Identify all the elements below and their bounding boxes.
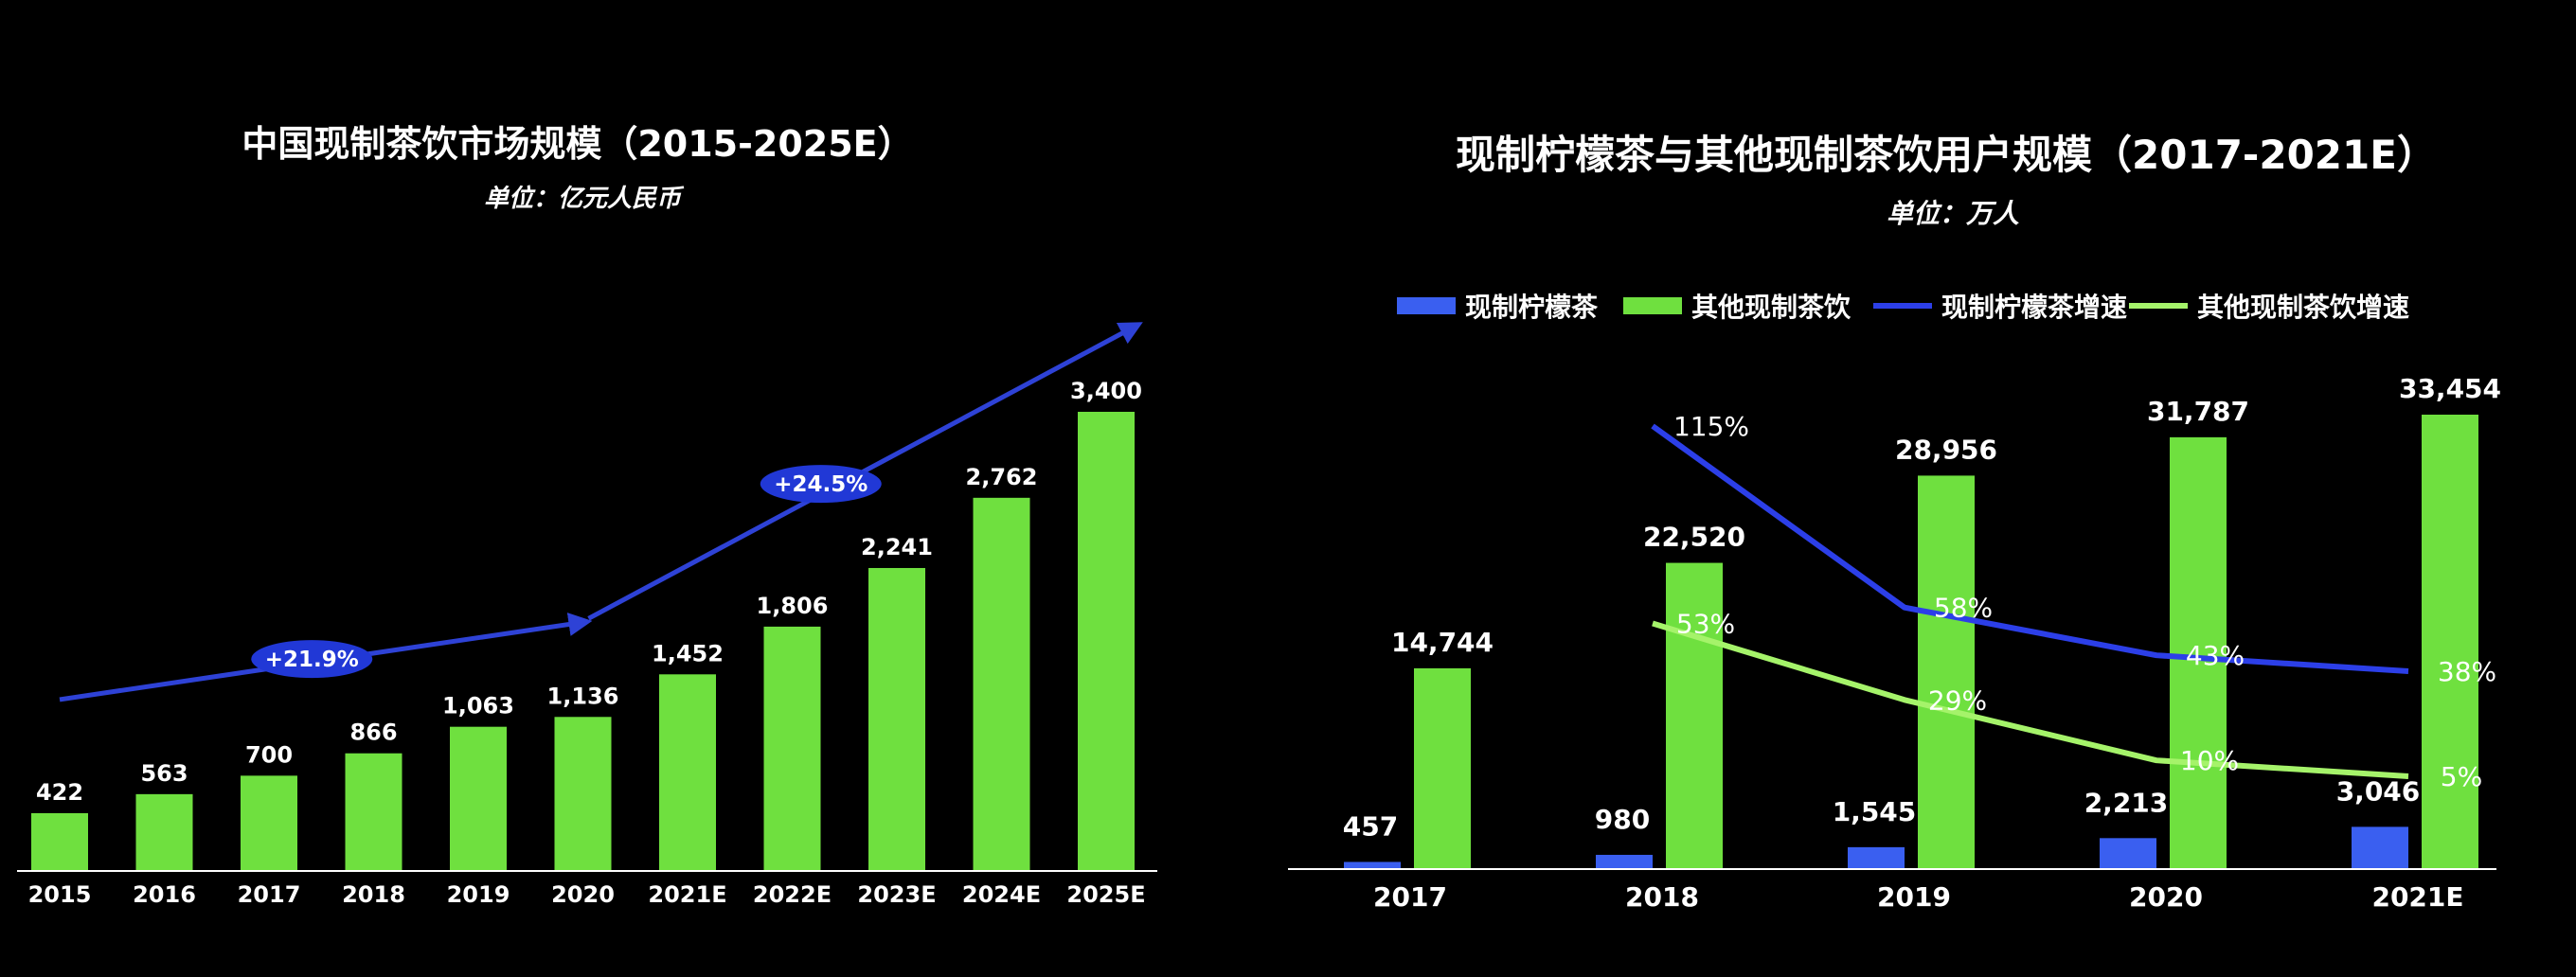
other-tea-label-2021E: 33,454 <box>2399 373 2501 404</box>
lemon-tea-growth-line-label-2018: 115% <box>1673 411 1749 442</box>
x-tick-2015: 2015 <box>28 881 92 908</box>
bar-2019 <box>450 726 507 870</box>
bar-2018 <box>345 753 402 870</box>
bar-label-2025E: 3,400 <box>1070 378 1142 404</box>
bar-label-2016: 563 <box>140 760 188 787</box>
legend-label-2: 现制柠檬茶增速 <box>1941 292 2127 323</box>
other-tea-bar-2019 <box>1918 475 1975 868</box>
other-tea-label-2019: 28,956 <box>1895 434 1997 465</box>
x-tick-2022E: 2022E <box>753 881 832 908</box>
x-tick-2025E: 2025E <box>1066 881 1145 908</box>
lemon-tea-label-2017: 457 <box>1343 810 1398 842</box>
x-tick-2019: 2019 <box>1877 881 1951 913</box>
other-tea-bar-2020 <box>2170 436 2227 868</box>
x-tick-2020: 2020 <box>551 881 615 908</box>
other-tea-growth-line-label-2019: 29% <box>1928 684 1987 716</box>
bar-2023E <box>868 567 925 870</box>
lemon-tea-growth-line-label-2020: 43% <box>2186 640 2245 671</box>
legend-label-0: 现制柠檬茶 <box>1465 292 1599 323</box>
lemon-tea-bar-2017 <box>1344 862 1401 868</box>
bar-label-2023E: 2,241 <box>861 534 933 560</box>
other-tea-growth-line-label-2020: 10% <box>2180 745 2239 776</box>
other-tea-growth-line <box>1652 620 2409 779</box>
bar-label-2022E: 1,806 <box>757 593 829 619</box>
bar-2024E <box>973 497 1030 870</box>
lemon-tea-growth-line <box>1651 423 2409 674</box>
lemon-tea-growth-line-label-2019: 58% <box>1934 593 1993 624</box>
bar-2017 <box>241 775 297 870</box>
growth-badge-21-9: +21.9% <box>265 648 359 672</box>
other-tea-growth-line-label-2021E: 5% <box>2441 761 2482 792</box>
bar-2021E <box>659 674 716 870</box>
x-tick-2020: 2020 <box>2129 881 2203 913</box>
bar-2015 <box>31 812 88 870</box>
user-scale-chart: 现制柠檬茶与其他现制茶饮用户规模（2017-2021E） 单位：万人 现制柠檬茶… <box>1288 132 2501 913</box>
x-tick-2018: 2018 <box>342 881 405 908</box>
lemon-tea-bar-2018 <box>1596 854 1653 868</box>
x-tick-2023E: 2023E <box>857 881 936 908</box>
x-tick-2017: 2017 <box>1373 881 1447 913</box>
lemon-tea-growth-line-label-2021E: 38% <box>2438 656 2496 687</box>
bar-label-2024E: 2,762 <box>966 464 1038 490</box>
right-chart-title: 现制柠檬茶与其他现制茶饮用户规模（2017-2021E） <box>1456 132 2437 178</box>
market-size-chart: 中国现制茶饮市场规模（2015-2025E） 单位：亿元人民币 422 563 70… <box>17 123 1157 908</box>
lemon-tea-label-2018: 980 <box>1595 804 1650 835</box>
growth-badges: +21.9% +24.5% <box>251 465 882 679</box>
market-size-bars: 422 563 700 866 1,063 1,136 1,452 1,806 2,241 2,7… <box>31 378 1142 870</box>
chart-legend: 现制柠檬茶 其他现制茶饮 现制柠檬茶增速 其他现制茶饮增速 <box>1397 292 2409 323</box>
other-tea-label-2017: 14,744 <box>1391 627 1494 658</box>
bar-label-2017: 700 <box>245 741 293 768</box>
x-tick-2016: 2016 <box>133 881 196 908</box>
lemon-tea-bar-2020 <box>2100 838 2156 868</box>
bar-label-2019: 1,063 <box>442 693 514 719</box>
user-scale-bars: 457 14,744 980 22,520 1,545 28,956 2,213 31,787… <box>1343 373 2501 868</box>
other-tea-bar-2021E <box>2422 415 2478 868</box>
lemon-tea-bar-2019 <box>1848 846 1905 868</box>
x-tick-2019: 2019 <box>447 881 510 908</box>
left-chart-title: 中国现制茶饮市场规模（2015-2025E） <box>242 123 913 165</box>
other-tea-growth-line-label-2018: 53% <box>1676 609 1735 640</box>
bar-label-2020: 1,136 <box>547 683 619 709</box>
bar-2020 <box>554 717 612 870</box>
left-chart-subtitle: 单位：亿元人民币 <box>484 185 685 213</box>
legend-swatch-1 <box>1623 297 1682 314</box>
lemon-tea-label-2021E: 3,046 <box>2336 775 2421 807</box>
growth-badge-21-9-bg <box>251 640 373 679</box>
other-tea-label-2020: 31,787 <box>2147 396 2249 427</box>
bar-label-2018: 866 <box>349 719 397 746</box>
x-tick-2024E: 2024E <box>962 881 1041 908</box>
growth-rate-lines: 115% 58% 43% 38% 53% 29% 10% 5% <box>1651 411 2496 792</box>
other-tea-label-2018: 22,520 <box>1643 522 1745 553</box>
legend-label-3: 其他现制茶饮增速 <box>2197 292 2409 323</box>
legend-label-1: 其他现制茶饮 <box>1691 292 1852 323</box>
right-chart-subtitle: 单位：万人 <box>1887 198 2019 229</box>
growth-badge-24-5: +24.5% <box>774 472 868 497</box>
x-tick-2018: 2018 <box>1625 881 1699 913</box>
right-x-ticks: 2017 2018 2019 2020 2021E <box>1373 881 2464 913</box>
other-tea-bar-2018 <box>1666 562 1723 868</box>
bar-2016 <box>135 793 193 870</box>
lemon-tea-bar-2021E <box>2352 826 2408 868</box>
bar-2025E <box>1078 412 1135 870</box>
lemon-tea-label-2020: 2,213 <box>2084 787 2169 818</box>
growth-badge-24-5-bg <box>760 465 882 504</box>
bar-2022E <box>763 626 821 870</box>
bar-label-2015: 422 <box>36 779 83 806</box>
other-tea-bar-2017 <box>1414 667 1471 868</box>
legend-swatch-0 <box>1397 297 1456 314</box>
left-x-ticks: 2015 2016 2017 2018 2019 2020 2021E 2022E 2023E 2… <box>28 881 1146 908</box>
bar-label-2021E: 1,452 <box>652 640 724 666</box>
lemon-tea-label-2019: 1,545 <box>1833 796 1917 827</box>
x-tick-2017: 2017 <box>238 881 301 908</box>
x-tick-2021E: 2021E <box>2371 881 2463 913</box>
x-tick-2021E: 2021E <box>648 881 726 908</box>
